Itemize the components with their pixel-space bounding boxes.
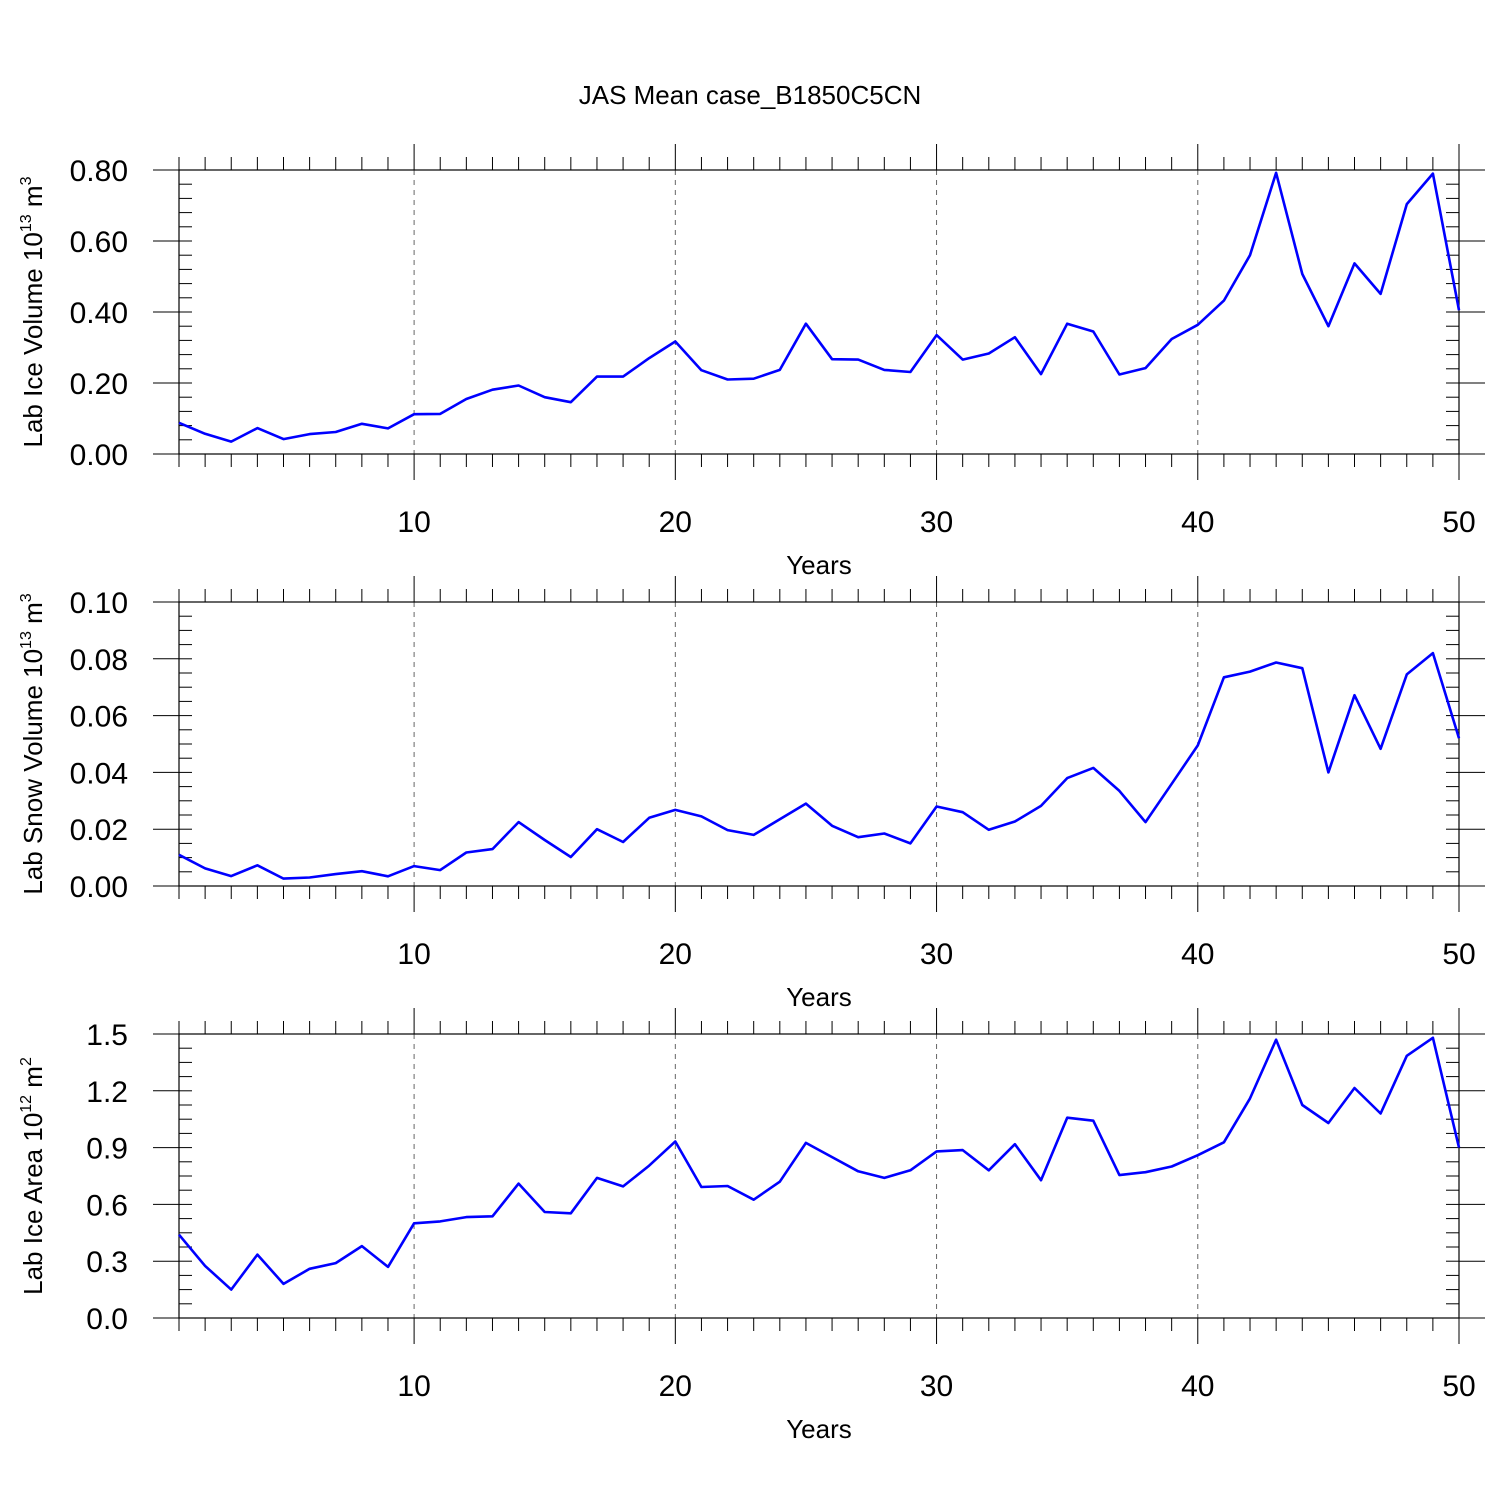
y-tick-label: 0.40 <box>70 297 128 330</box>
x-tick-label: 10 <box>397 1370 430 1403</box>
x-tick-label: 20 <box>659 506 692 539</box>
x-axis-label: Years <box>786 1414 852 1444</box>
x-tick-label: 50 <box>1442 1370 1475 1403</box>
plot-frame <box>178 601 1460 887</box>
x-tick-label: 40 <box>1181 1370 1214 1403</box>
y-axis-label: Lab Snow Volume 1013 m3 <box>18 593 48 894</box>
x-axis-label: Years <box>786 982 852 1012</box>
y-tick-label: 0.02 <box>70 814 128 847</box>
panel-3: 10 20 30 40 50 0.0 0.3 0.6 0.9 1.2 1.5 Years Lab Ice… <box>18 1008 1485 1444</box>
plot-frame <box>178 1033 1460 1319</box>
x-tick-label: 40 <box>1181 506 1214 539</box>
plot-frame <box>178 169 1460 455</box>
panel-2: 10 20 30 40 50 0.00 0.02 0.04 0.06 0.08 0.10 Years L… <box>18 576 1485 1012</box>
y-tick-label: 0.00 <box>70 439 128 472</box>
x-tick-label: 10 <box>397 506 430 539</box>
chart-title: JAS Mean case_B1850C5CN <box>579 80 922 110</box>
x-tick-label: 30 <box>920 1370 953 1403</box>
x-tick-label: 50 <box>1442 938 1475 971</box>
y-axis-label: Lab Ice Volume 1013 m3 <box>18 176 48 447</box>
y-tick-label: 0.08 <box>70 644 128 677</box>
y-tick-label: 1.5 <box>86 1019 128 1052</box>
y-tick-label: 0.6 <box>86 1189 128 1222</box>
x-tick-label: 20 <box>659 1370 692 1403</box>
y-tick-label: 0.60 <box>70 226 128 259</box>
series-line <box>178 171 1461 443</box>
x-axis-label: Years <box>786 550 852 580</box>
y-tick-label: 0.0 <box>86 1303 128 1336</box>
x-tick-label: 30 <box>920 938 953 971</box>
x-tick-label: 20 <box>659 938 692 971</box>
y-tick-label: 0.04 <box>70 757 128 790</box>
y-tick-label: 0.06 <box>70 701 128 734</box>
y-tick-label: 0.00 <box>70 871 128 904</box>
y-tick-label: 0.80 <box>70 155 128 188</box>
y-tick-label: 0.20 <box>70 368 128 401</box>
x-tick-label: 10 <box>397 938 430 971</box>
y-tick-label: 0.10 <box>70 587 128 620</box>
series-line <box>178 651 1461 880</box>
panel-1: 10 20 30 40 50 0.00 0.20 0.40 0.60 0.80 Years Lab I… <box>18 144 1485 580</box>
y-axis-label: Lab Ice Area 1012 m2 <box>18 1057 48 1295</box>
x-tick-label: 50 <box>1442 506 1475 539</box>
chart-panels: 10 20 30 40 50 0.00 0.20 0.40 0.60 0.80 Years Lab I… <box>18 144 1485 1444</box>
series-line <box>178 1036 1461 1291</box>
x-tick-label: 40 <box>1181 938 1214 971</box>
y-tick-label: 1.2 <box>86 1076 128 1109</box>
y-tick-label: 0.3 <box>86 1246 128 1279</box>
y-tick-label: 0.9 <box>86 1133 128 1166</box>
x-tick-label: 30 <box>920 506 953 539</box>
